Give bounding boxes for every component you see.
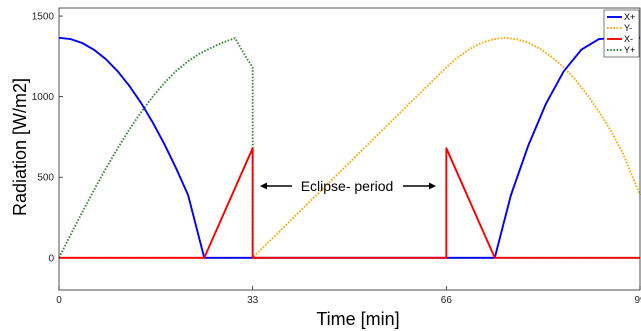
y-tick-label: 500 xyxy=(37,173,54,184)
series-lines xyxy=(58,36,641,259)
y-tick-label: 0 xyxy=(48,253,54,264)
legend: X+Y-X-Y+ xyxy=(603,9,640,58)
x-tick-label: 99 xyxy=(634,295,641,306)
annotation-arrowhead-right xyxy=(429,182,436,190)
series-line-yplus xyxy=(58,37,640,259)
plot-frame xyxy=(58,7,641,291)
x-tick-label: 0 xyxy=(56,295,62,306)
y-tick-label: 1000 xyxy=(32,92,55,103)
x-axis-label: Time [min] xyxy=(316,309,399,329)
x-tick-label: 33 xyxy=(247,295,259,306)
series-line-xminus xyxy=(59,147,640,259)
series-line-yminus xyxy=(59,36,641,259)
legend-label: Y- xyxy=(624,23,632,33)
eclipse-annotation: Eclipse- period xyxy=(260,178,436,194)
x-tick-label: 66 xyxy=(441,295,453,306)
plot-area xyxy=(59,8,640,290)
y-tick-label: 1500 xyxy=(32,12,55,23)
tick-labels: 0 33 66 99 0 500 1000 1500 xyxy=(32,12,641,306)
legend-label: X- xyxy=(624,34,633,44)
y-axis-label: Radiation [W/m2] xyxy=(10,78,30,216)
annotation-arrowhead-left xyxy=(260,182,267,190)
legend-label: X+ xyxy=(624,12,635,22)
legend-label: Y+ xyxy=(624,45,635,55)
annotation-label: Eclipse- period xyxy=(301,178,394,194)
